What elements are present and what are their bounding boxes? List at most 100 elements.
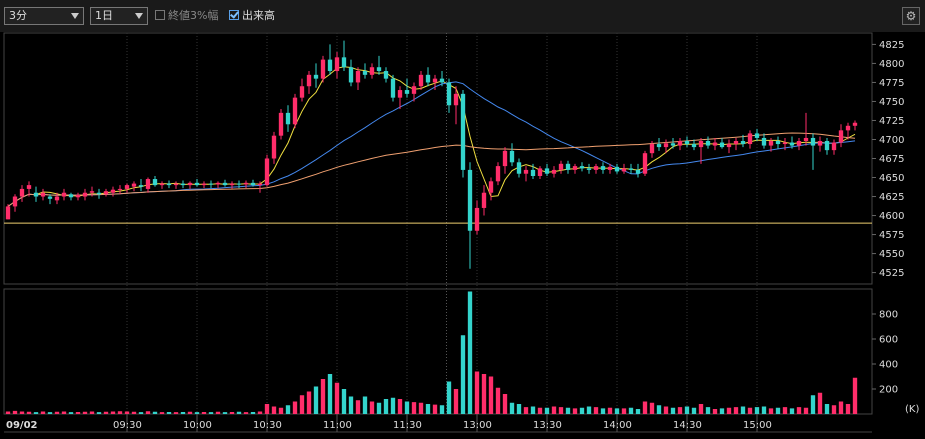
volume-bar bbox=[656, 405, 662, 414]
candle-body bbox=[124, 185, 130, 189]
candle-body bbox=[446, 82, 452, 106]
candle-body bbox=[481, 192, 487, 208]
volume-bar bbox=[614, 408, 620, 414]
volume-bar bbox=[404, 401, 410, 414]
volume-bar bbox=[852, 377, 858, 414]
volume-bar bbox=[775, 407, 781, 414]
price-tick-label: 4800 bbox=[879, 59, 904, 70]
candle-body bbox=[544, 168, 550, 174]
candle-body bbox=[173, 183, 179, 186]
volume-bar bbox=[467, 291, 473, 414]
volume-bar bbox=[761, 406, 767, 414]
candle-body bbox=[719, 142, 725, 148]
candle-body bbox=[810, 137, 816, 146]
price-tick-label: 4700 bbox=[879, 135, 904, 146]
candle-body bbox=[831, 142, 837, 151]
candle-body bbox=[775, 141, 781, 145]
volume-bar bbox=[320, 379, 326, 414]
interval-select-label: 3分 bbox=[9, 9, 27, 22]
volume-bar bbox=[82, 411, 88, 414]
interval-select[interactable]: 3分 bbox=[4, 7, 84, 25]
volume-tick-label: 400 bbox=[879, 360, 898, 371]
volume-bar bbox=[5, 411, 11, 414]
candle-body bbox=[509, 150, 515, 163]
candle-body bbox=[96, 192, 102, 195]
volume-bar bbox=[677, 407, 683, 414]
volume-checkbox[interactable]: 出来高 bbox=[229, 9, 275, 23]
candle-body bbox=[845, 125, 851, 131]
candle-body bbox=[152, 179, 158, 186]
volume-bar bbox=[509, 402, 515, 414]
candle-body bbox=[453, 93, 459, 106]
volume-bar bbox=[432, 404, 438, 414]
candle-body bbox=[222, 182, 228, 186]
volume-bar bbox=[593, 407, 599, 414]
candle-body bbox=[236, 183, 242, 185]
volume-bar bbox=[390, 397, 396, 414]
candle-body bbox=[691, 144, 697, 148]
volume-bar bbox=[362, 396, 368, 414]
ma-long-line bbox=[7, 132, 856, 207]
volume-bar bbox=[313, 386, 319, 414]
time-tick-label: 14:00 bbox=[603, 420, 632, 431]
candle-body bbox=[33, 192, 39, 197]
volume-bar bbox=[117, 411, 123, 414]
volume-bar bbox=[264, 404, 270, 414]
volume-bar bbox=[817, 392, 823, 414]
volume-bar bbox=[586, 406, 592, 414]
volume-bar bbox=[152, 411, 158, 414]
volume-bar bbox=[19, 411, 25, 414]
volume-bar bbox=[418, 402, 424, 414]
candle-body bbox=[572, 166, 578, 170]
volume-bar bbox=[635, 409, 641, 414]
volume-bar bbox=[278, 407, 284, 414]
candle-body bbox=[593, 166, 599, 170]
volume-bar bbox=[180, 412, 186, 414]
candle-body bbox=[656, 144, 662, 148]
volume-bar bbox=[138, 412, 144, 414]
candle-body bbox=[271, 135, 277, 159]
volume-bar bbox=[523, 407, 529, 414]
candle-body bbox=[733, 141, 739, 145]
candle-body bbox=[586, 168, 592, 170]
candle-body bbox=[803, 137, 809, 142]
checkbox-unchecked-icon bbox=[155, 10, 165, 20]
candle-body bbox=[341, 57, 347, 68]
gear-icon: ⚙ bbox=[905, 9, 917, 23]
candle-body bbox=[201, 183, 207, 186]
candle-body bbox=[663, 143, 669, 148]
close-3pct-checkbox[interactable]: 終値3%幅 bbox=[155, 9, 218, 23]
candle-body bbox=[537, 168, 543, 176]
candle-body bbox=[61, 192, 67, 197]
candle-body bbox=[292, 97, 298, 125]
candle-body bbox=[131, 183, 137, 187]
price-tick-label: 4575 bbox=[879, 230, 904, 241]
volume-bar bbox=[75, 412, 81, 414]
candle-body bbox=[19, 188, 25, 197]
volume-bar bbox=[831, 405, 837, 414]
volume-bar bbox=[530, 406, 536, 414]
candle-body bbox=[488, 181, 494, 193]
volume-bar bbox=[446, 381, 452, 414]
volume-bar bbox=[824, 404, 830, 414]
volume-bar bbox=[579, 407, 585, 414]
volume-bar bbox=[166, 412, 172, 414]
volume-bar bbox=[68, 412, 74, 414]
volume-bar bbox=[369, 401, 375, 414]
period-select[interactable]: 1日 bbox=[90, 7, 148, 25]
volume-bar bbox=[558, 407, 564, 414]
candle-body bbox=[348, 67, 354, 83]
candle-body bbox=[313, 74, 319, 79]
candle-body bbox=[117, 188, 123, 190]
volume-bar bbox=[411, 402, 417, 414]
candle-body bbox=[257, 183, 263, 186]
candle-body bbox=[383, 71, 389, 79]
candle-body bbox=[145, 179, 151, 189]
candle-body bbox=[607, 166, 613, 170]
candle-body bbox=[243, 182, 249, 185]
candle-body bbox=[194, 182, 200, 186]
settings-button[interactable]: ⚙ bbox=[902, 7, 920, 25]
candle-body bbox=[47, 196, 53, 199]
candle-body bbox=[628, 168, 634, 170]
chevron-down-icon bbox=[135, 13, 143, 19]
